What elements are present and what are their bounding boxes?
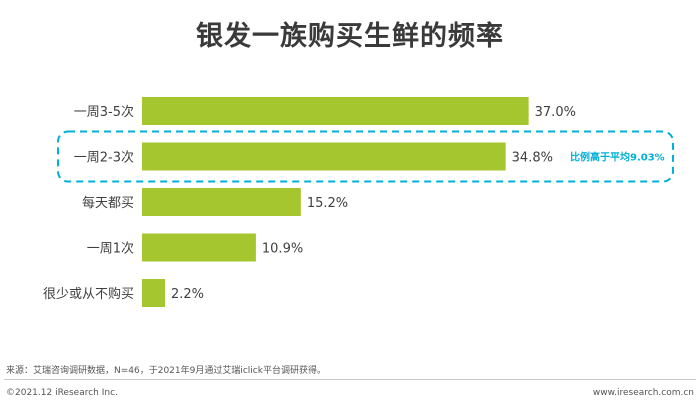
chart-title: 银发一族购买生鲜的频率 <box>196 21 504 52</box>
category-label-3: 一周1次 <box>87 241 134 257</box>
value-label-2: 15.2% <box>307 196 348 211</box>
bar-3 <box>142 233 256 262</box>
category-label-2: 每天都买 <box>82 195 134 211</box>
category-label-0: 一周3-5次 <box>74 104 134 120</box>
bar-0 <box>142 97 529 125</box>
source-note: 来源：艾瑞咨询调研数据，N=46，于2021年9月通过艾瑞iclick平台调研获… <box>6 366 326 376</box>
bar-2 <box>142 188 301 216</box>
footer-divider <box>4 379 696 380</box>
value-label-0: 37.0% <box>535 105 576 120</box>
annotation-text: 比例高于平均9.03% <box>570 151 665 164</box>
annotation-box <box>57 130 674 183</box>
bar-1 <box>142 142 506 171</box>
bar-4 <box>142 279 165 307</box>
category-label-4: 很少或从不购买 <box>43 286 134 302</box>
value-label-3: 10.9% <box>262 242 303 257</box>
value-label-4: 2.2% <box>171 287 204 302</box>
category-label-1: 一周2-3次 <box>74 150 134 166</box>
value-label-1: 34.8% <box>512 151 553 166</box>
copyright-text: ©2021.12 iResearch Inc. <box>6 388 118 398</box>
website-url: www.iresearch.com.cn <box>592 388 694 398</box>
